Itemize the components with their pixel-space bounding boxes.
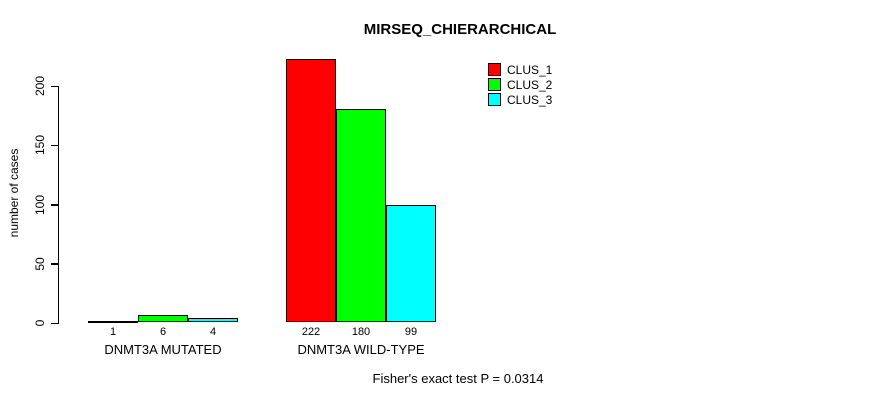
y-tick xyxy=(50,263,58,265)
y-tick xyxy=(50,85,58,87)
bar-clus_1-group2 xyxy=(286,59,336,323)
bar-clus_3-group2 xyxy=(386,205,436,323)
x-category-label: DNMT3A MUTATED xyxy=(104,342,222,357)
y-tick-label: 100 xyxy=(33,194,47,215)
legend-label: CLUS_3 xyxy=(507,92,553,107)
legend-item: CLUS_2 xyxy=(488,77,552,92)
x-category-label: DNMT3A WILD-TYPE xyxy=(297,342,425,357)
bar-clus_3-group1 xyxy=(188,317,238,323)
legend-item: CLUS_3 xyxy=(488,92,552,107)
y-tick xyxy=(50,204,58,206)
y-axis-line xyxy=(57,85,59,324)
legend-color-swatch-icon xyxy=(488,93,501,106)
y-tick-label: 150 xyxy=(33,135,47,156)
y-axis-label: number of cases xyxy=(7,148,21,238)
bar-value-label: 6 xyxy=(159,326,167,338)
y-tick xyxy=(50,144,58,147)
bar-clus_2-group2 xyxy=(336,109,386,323)
legend-label: CLUS_2 xyxy=(507,77,553,92)
bar-value-label: 4 xyxy=(209,326,217,338)
legend: CLUS_1 CLUS_2 CLUS_3 xyxy=(488,62,552,107)
bar-value-label: 1 xyxy=(109,326,117,338)
legend-color-swatch-icon xyxy=(488,63,501,76)
y-tick-label: 0 xyxy=(33,319,47,327)
bar-clus_2-group1 xyxy=(138,315,188,323)
legend-item: CLUS_1 xyxy=(488,62,552,77)
bar-clus_1-group1 xyxy=(88,320,138,323)
chart-title: MIRSEQ_CHIERARCHICAL xyxy=(363,21,557,38)
y-tick-label: 200 xyxy=(33,75,47,97)
y-tick xyxy=(50,322,58,324)
legend-label: CLUS_1 xyxy=(507,62,553,77)
bar-value-label: 180 xyxy=(351,326,371,338)
annotation-text: Fisher's exact test P = 0.0314 xyxy=(372,371,544,386)
bar-value-label: 222 xyxy=(301,326,321,338)
bar-value-label: 99 xyxy=(404,326,418,338)
y-tick-label: 50 xyxy=(33,257,47,271)
legend-color-swatch-icon xyxy=(488,78,501,91)
